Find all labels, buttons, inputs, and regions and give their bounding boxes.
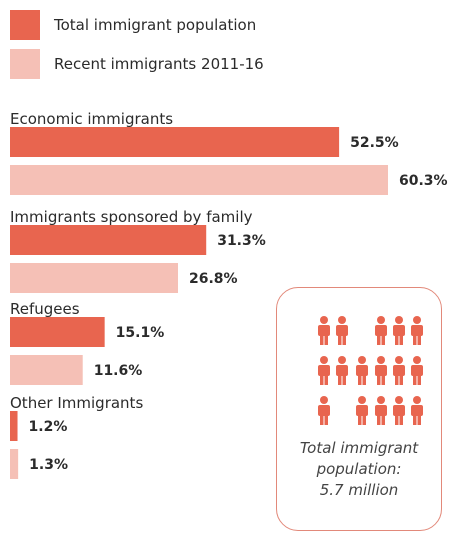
category-label: Other Immigrants (10, 394, 143, 412)
legend-label-total: Total immigrant population (54, 16, 257, 34)
bar (10, 127, 340, 157)
person-icon (375, 396, 387, 425)
data-label: 1.3% (29, 457, 68, 473)
legend-swatch-recent (10, 49, 40, 79)
data-label: 60.3% (399, 173, 448, 189)
person-icon (411, 316, 423, 345)
bar (10, 317, 105, 347)
person-icon (336, 316, 348, 345)
data-label: 31.3% (217, 233, 266, 249)
bar (10, 225, 207, 255)
callout-line-2: population: (316, 460, 402, 478)
category-label: Economic immigrants (10, 110, 173, 128)
bar (10, 355, 83, 385)
category-label: Refugees (10, 300, 80, 318)
person-icon (318, 316, 330, 345)
person-icon (393, 356, 405, 385)
person-icon (375, 316, 387, 345)
legend-swatch-total (10, 10, 40, 40)
callout-text: Total immigrant population: 5.7 million (277, 438, 441, 501)
person-icon (318, 396, 330, 425)
population-callout: Total immigrant population: 5.7 million (276, 287, 442, 531)
person-icon (375, 356, 387, 385)
person-icon (411, 356, 423, 385)
callout-line-1: Total immigrant (299, 439, 419, 457)
person-icon (356, 356, 368, 385)
legend-item-total: Total immigrant population (10, 10, 256, 40)
bar (10, 449, 19, 479)
data-label: 11.6% (94, 363, 143, 379)
callout-line-3: 5.7 million (319, 481, 399, 499)
legend-item-recent: Recent immigrants 2011-16 (10, 49, 264, 79)
bar (10, 165, 388, 195)
bar (10, 411, 18, 441)
data-label: 26.8% (189, 271, 238, 287)
person-icon (411, 396, 423, 425)
data-label: 1.2% (29, 419, 68, 435)
person-icon (356, 396, 368, 425)
person-icon (393, 396, 405, 425)
person-icon (318, 356, 330, 385)
people-icon-grid (318, 316, 423, 425)
person-icon (336, 356, 348, 385)
data-label: 52.5% (350, 135, 399, 151)
bar (10, 263, 178, 293)
legend-label-recent: Recent immigrants 2011-16 (54, 55, 264, 73)
data-label: 15.1% (116, 325, 165, 341)
person-icon (393, 316, 405, 345)
category-label: Immigrants sponsored by family (10, 208, 253, 226)
